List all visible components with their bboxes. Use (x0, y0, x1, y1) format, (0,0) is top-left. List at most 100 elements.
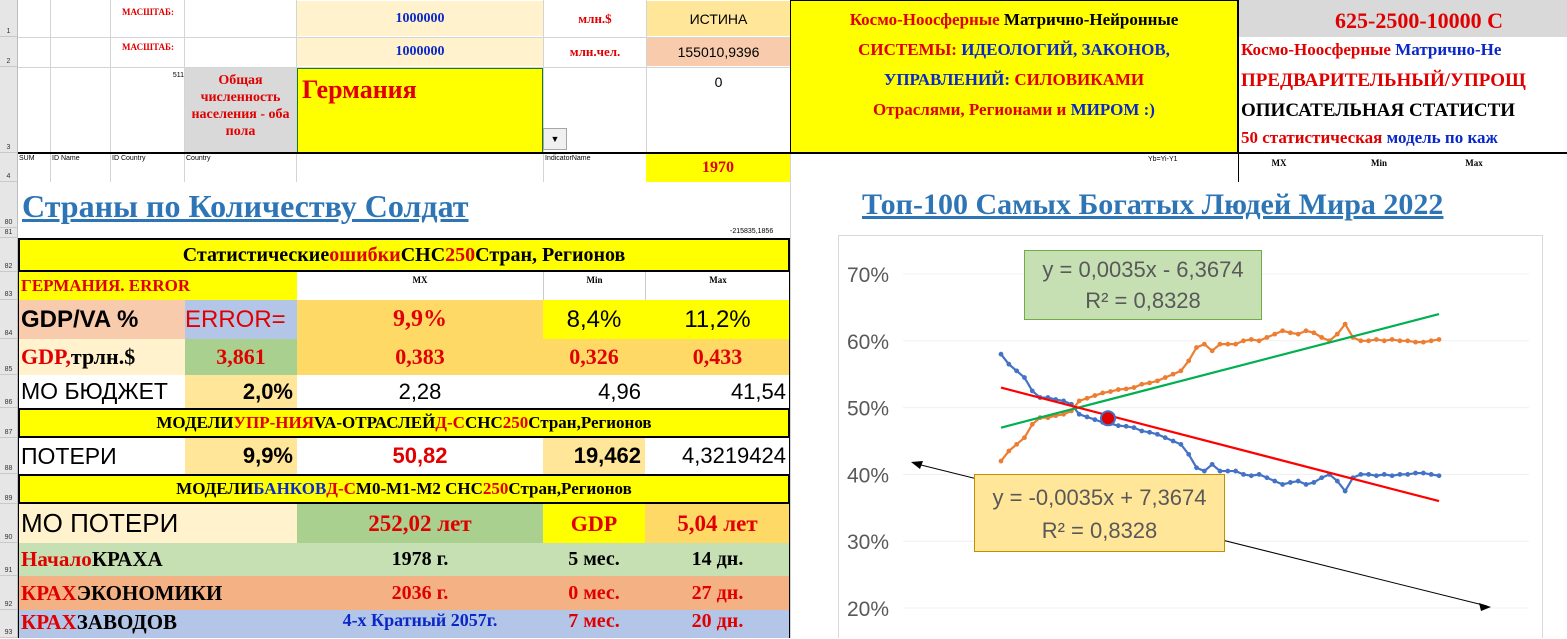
data-point (1225, 468, 1231, 474)
data-point (1389, 473, 1395, 479)
data-point (1022, 435, 1027, 441)
row-header-4[interactable]: 4 (0, 153, 18, 182)
r86-b: 2,0% (185, 375, 297, 408)
r86-max: 41,54 (730, 378, 786, 404)
row-header-86[interactable]: 86 (0, 375, 18, 408)
data-point (1319, 475, 1325, 481)
trendline-label-down[interactable]: y = -0,0035x + 7,3674 R² = 0,8328 (974, 474, 1225, 552)
data-point (1287, 330, 1293, 336)
row-header-82[interactable]: 82 (0, 238, 18, 272)
r85-label: GDP, трлн.$ (18, 339, 185, 375)
row-header-89[interactable]: 89 (0, 474, 18, 504)
y-tick-label: 70% (847, 264, 889, 287)
data-point (1233, 341, 1239, 347)
data-point (1436, 337, 1442, 342)
data-point (1131, 425, 1137, 431)
data-point (1405, 338, 1411, 344)
r91-max: 14 дн. (645, 543, 790, 576)
data-point (1366, 472, 1372, 477)
data-point (1256, 472, 1262, 477)
data-point (1272, 478, 1278, 484)
data-point (998, 458, 1004, 464)
data-point (1405, 472, 1411, 477)
small-value: -215835,1856 (730, 228, 774, 235)
year-cell[interactable]: 1970 (646, 154, 790, 182)
scale-value-1[interactable]: 1000000 (297, 1, 543, 36)
scale-value-2[interactable]: 1000000 (297, 38, 543, 66)
data-point (1194, 465, 1199, 471)
data-point (1217, 468, 1223, 474)
right-col-max: Max (1465, 158, 1483, 168)
row-header-1[interactable]: 1 (0, 0, 18, 37)
population-label: Общая численность населения - оба пола (185, 68, 296, 153)
data-point (1241, 472, 1246, 477)
country-input[interactable]: Германия (297, 68, 543, 153)
data-point (1115, 387, 1121, 392)
data-point (1029, 421, 1035, 427)
data-point (1413, 339, 1418, 345)
data-point (1201, 341, 1207, 347)
data-point (1209, 461, 1215, 467)
data-point (1061, 398, 1066, 404)
data-point (1264, 335, 1270, 340)
row-header-2[interactable]: 2 (0, 37, 18, 67)
y-tick-label: 40% (847, 464, 889, 487)
row-header-80[interactable]: 80 (0, 182, 18, 228)
data-point (1295, 331, 1301, 337)
row-header-88[interactable]: 88 (0, 438, 18, 474)
col-id-name: ID Name (52, 155, 80, 162)
row-header-83[interactable]: 83 (0, 272, 18, 300)
data-point (1381, 338, 1387, 344)
data-point (1092, 393, 1098, 398)
data-point (1342, 488, 1348, 494)
data-point (1006, 448, 1012, 454)
r84-b: ERROR= (185, 300, 297, 339)
data-point (1233, 468, 1239, 474)
row-header-93[interactable]: 93 (0, 610, 18, 638)
arrow-head-left (911, 461, 923, 469)
data-point (1155, 378, 1160, 384)
data-point (1374, 473, 1379, 479)
r88-mx: 50,82 (392, 443, 448, 468)
r89-header: МОДЕЛИ БАНКОВ Д-С M0-M1-M2 СНС 250 Стран… (18, 474, 790, 504)
data-point (1397, 338, 1403, 344)
col-id-country: ID Country (112, 155, 146, 162)
row-header-87[interactable]: 87 (0, 408, 18, 438)
chart-area[interactable]: 70% 60% 50% 40% 30% 20% y = 0,0035x - 6,3674 … (838, 235, 1543, 638)
right-line-3: ОПИСАТЕЛЬНАЯ СТАТИСТИ (1241, 100, 1516, 121)
row-header-81[interactable]: 81 (0, 228, 18, 238)
data-point (1076, 411, 1082, 417)
row-header-84[interactable]: 84 (0, 300, 18, 339)
data-point (1311, 330, 1317, 336)
data-point (1311, 480, 1317, 485)
h-max: Max (645, 272, 790, 300)
scale-label-1: МАСШТАБ: (122, 7, 174, 17)
trendline-down (1000, 386, 1440, 503)
data-point (1123, 386, 1129, 392)
dropdown-arrow-icon[interactable]: ▼ (543, 128, 567, 150)
data-point (1115, 423, 1121, 429)
r84-max: 11,2% (645, 300, 790, 339)
left-section-title[interactable]: Страны по Количеству Солдат (22, 188, 469, 224)
y-tick-label: 60% (847, 331, 889, 354)
data-point (1029, 388, 1035, 394)
row-header-91[interactable]: 91 (0, 543, 18, 576)
data-point (1280, 482, 1285, 487)
r91-label: Начало КРАХА (18, 543, 297, 576)
r87-header: МОДЕЛИ УПР-НИЯ VA-ОТРАСЛЕЙ Д-С СНС 250 С… (18, 408, 790, 438)
r88-min: 19,462 (543, 438, 645, 474)
data-point (1334, 478, 1340, 484)
data-point (1428, 338, 1434, 344)
col-indicator: IndicatorName (545, 155, 591, 162)
r86-label: МО БЮДЖЕТ (21, 378, 168, 404)
data-point (1264, 475, 1270, 481)
row-header-92[interactable]: 92 (0, 576, 18, 610)
row-header-85[interactable]: 85 (0, 339, 18, 375)
r93-mx: 4-х Кратный 2057г. (297, 610, 543, 638)
right-section-title[interactable]: Топ-100 Самых Богатых Людей Мира 2022 (862, 188, 1444, 221)
row-header-3[interactable]: 3 (0, 67, 18, 153)
row-header-90[interactable]: 90 (0, 504, 18, 543)
trendline-label-up[interactable]: y = 0,0035x - 6,3674 R² = 0,8328 (1024, 250, 1262, 320)
right-col-mx: MX (1271, 158, 1287, 168)
data-point (1139, 428, 1145, 434)
